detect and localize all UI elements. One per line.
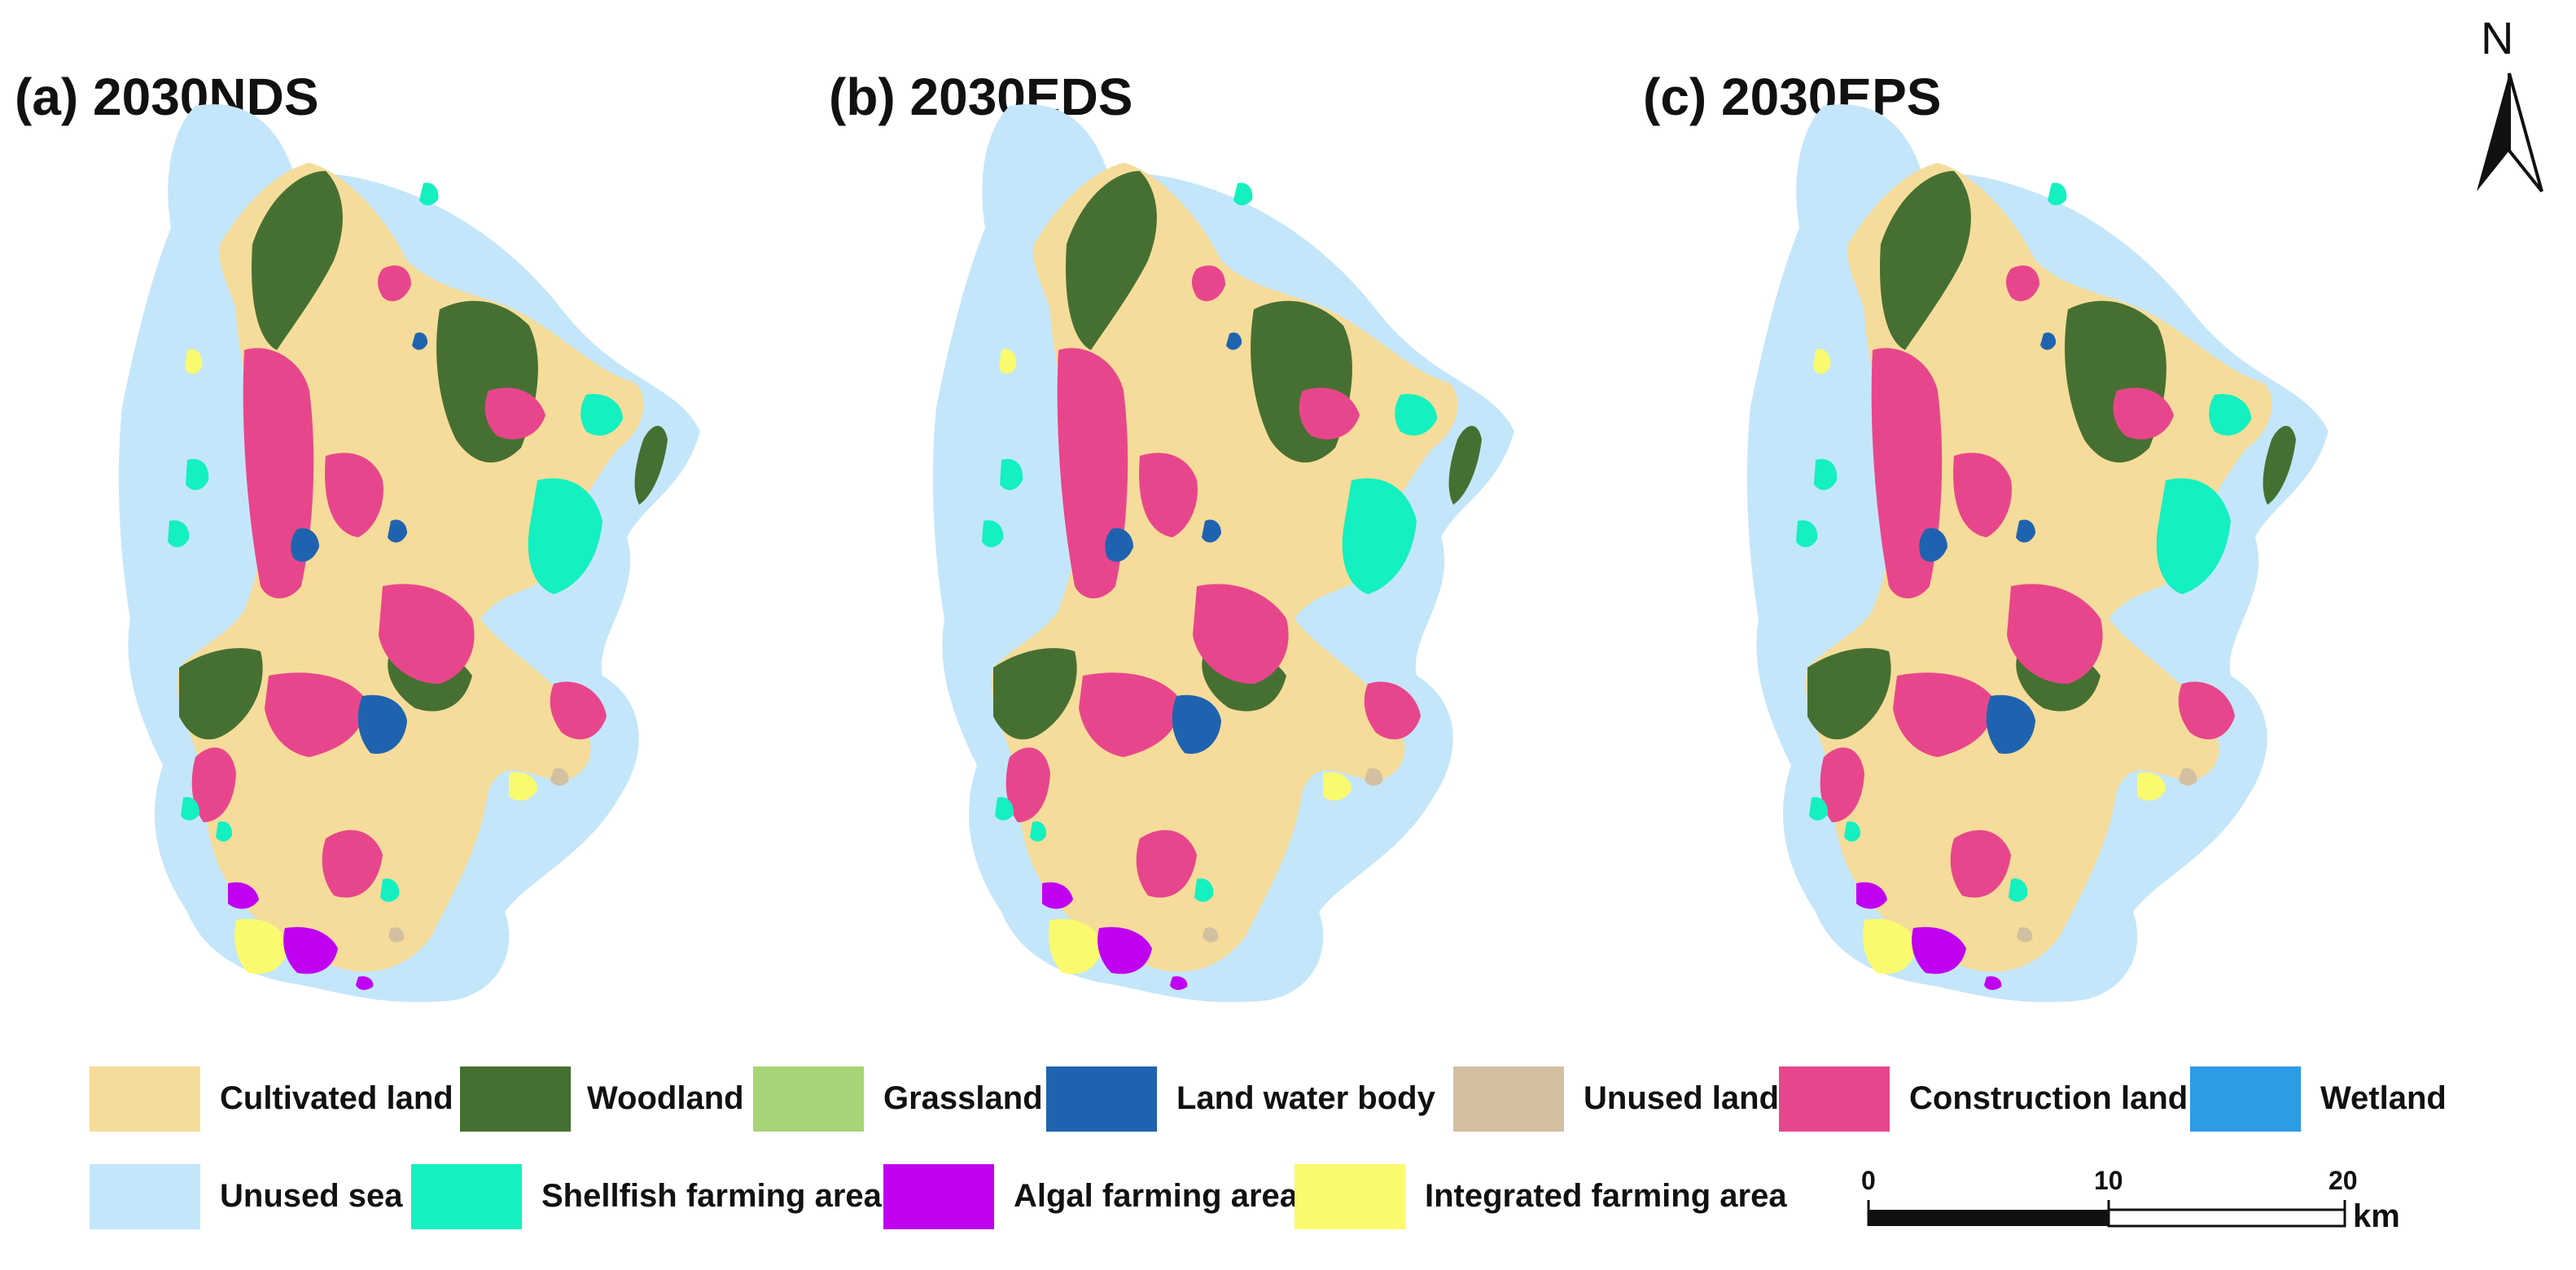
legend-label: Wetland [2320,1080,2447,1116]
legend-label: Unused sea [220,1178,403,1214]
legend-swatch [1453,1066,1564,1132]
legend-swatch [2190,1066,2301,1132]
legend-swatch [1779,1066,1890,1132]
scale-unit: km [2353,1198,2400,1234]
legend-label: Algal farming area [1014,1178,1299,1214]
scale-tick-10: 10 [2094,1166,2123,1195]
legend-label: Grassland [883,1080,1043,1116]
legend-label: Land water body [1176,1080,1435,1116]
scale-tick-0: 0 [1861,1166,1876,1195]
legend-label: Cultivated land [220,1080,453,1116]
legend-swatch [1046,1066,1157,1132]
panel-title-a: (a) 2030NDS [15,68,319,126]
legend-swatch [411,1164,522,1229]
scale-tick-20: 20 [2328,1166,2358,1195]
legend-swatch [753,1066,864,1132]
map-panel-a [118,104,701,1002]
map-panel-c [1746,104,2328,1002]
map-panel-b [932,104,1514,1002]
panel-title-b: (b) 2030EDS [829,68,1133,126]
legend-swatch [90,1066,200,1132]
north-label: N [2481,12,2514,64]
legend-label: Construction land [1909,1080,2188,1116]
legend-label: Integrated farming area [1425,1178,1787,1214]
legend-swatch [90,1164,200,1229]
legend-label: Unused land [1584,1080,1780,1116]
legend-label: Woodland [587,1080,744,1116]
legend-swatch [460,1066,571,1132]
legend-swatch [883,1164,994,1229]
panel-title-c: (c) 2030EPS [1643,68,1942,126]
legend-label: Shellfish farming area [541,1178,882,1214]
scale-bar [1867,1200,2346,1228]
legend-swatch [1295,1164,1405,1229]
north-arrow-icon [2477,72,2543,193]
